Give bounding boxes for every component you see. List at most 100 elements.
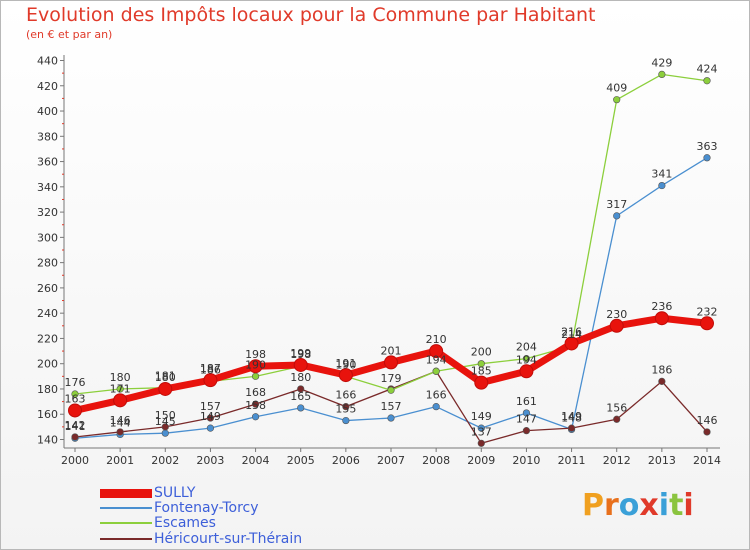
data-point-fontenay-torcy bbox=[522, 409, 531, 417]
data-point-hericourt-sur-therain bbox=[71, 433, 79, 441]
data-point-fontenay-torcy bbox=[387, 414, 395, 422]
data-point-escames bbox=[613, 96, 621, 104]
data-label-hericourt-sur-therain: 157 bbox=[200, 400, 221, 413]
x-tick-label: 2013 bbox=[648, 454, 676, 467]
data-point-fontenay-torcy bbox=[432, 403, 440, 411]
legend-label: Héricourt-sur-Thérain bbox=[154, 531, 303, 547]
data-label-sully: 201 bbox=[381, 344, 402, 357]
data-point-hericourt-sur-therain bbox=[658, 377, 666, 385]
y-tick-label: 400 bbox=[37, 105, 58, 118]
data-label-fontenay-torcy: 166 bbox=[426, 389, 447, 402]
x-tick-label: 2011 bbox=[558, 454, 586, 467]
data-point-escames bbox=[522, 355, 531, 363]
chart-title: Evolution des Impôts locaux pour la Comm… bbox=[26, 4, 596, 26]
data-point-sully bbox=[474, 375, 489, 390]
data-label-hericourt-sur-therain: 137 bbox=[471, 425, 492, 438]
data-label-fontenay-torcy: 145 bbox=[155, 415, 176, 428]
data-label-escames: 424 bbox=[697, 63, 718, 76]
data-label-escames: 409 bbox=[606, 82, 627, 95]
data-label-sully: 199 bbox=[290, 347, 311, 360]
legend-swatch bbox=[100, 507, 152, 509]
data-label-escames: 198 bbox=[290, 348, 311, 361]
data-label-fontenay-torcy: 148 bbox=[561, 411, 582, 424]
data-label-fontenay-torcy: 149 bbox=[200, 410, 221, 423]
data-point-hericourt-sur-therain bbox=[342, 403, 350, 411]
logo-letter: t bbox=[669, 488, 684, 523]
legend-item: SULLY bbox=[100, 485, 195, 501]
y-tick-label: 300 bbox=[37, 231, 58, 244]
data-label-hericourt-sur-therain: 149 bbox=[561, 410, 582, 423]
data-point-escames bbox=[703, 77, 711, 85]
y-tick-label: 380 bbox=[37, 130, 58, 143]
proxiti-logo: Proxiti bbox=[582, 488, 694, 523]
data-label-escames: 186 bbox=[200, 363, 221, 376]
x-tick-label: 2003 bbox=[196, 454, 224, 467]
data-point-sully bbox=[293, 357, 308, 372]
data-label-fontenay-torcy: 165 bbox=[290, 390, 311, 403]
data-label-fontenay-torcy: 363 bbox=[697, 140, 718, 153]
data-label-fontenay-torcy: 155 bbox=[335, 403, 356, 416]
data-point-hericourt-sur-therain bbox=[161, 423, 169, 431]
legend-label: Escames bbox=[154, 515, 216, 531]
data-point-fontenay-torcy bbox=[613, 212, 621, 220]
data-label-hericourt-sur-therain: 180 bbox=[290, 371, 311, 384]
data-label-sully: 171 bbox=[110, 382, 131, 395]
data-label-escames: 194 bbox=[426, 353, 447, 366]
data-label-fontenay-torcy: 149 bbox=[471, 410, 492, 423]
data-point-hericourt-sur-therain bbox=[703, 428, 711, 436]
data-point-fontenay-torcy bbox=[658, 181, 666, 190]
data-label-escames: 180 bbox=[110, 371, 131, 384]
chart-axes: 140 160 180 200 220 240 260 280 300 320 340 360 380 4… bbox=[37, 55, 721, 468]
y-tick-label: 360 bbox=[37, 156, 58, 169]
data-label-escames: 190 bbox=[335, 358, 356, 371]
x-tick-label: 2007 bbox=[377, 454, 405, 467]
data-label-fontenay-torcy: 141 bbox=[65, 420, 86, 433]
legend-label: Fontenay-Torcy bbox=[154, 500, 259, 516]
data-point-hericourt-sur-therain bbox=[297, 385, 305, 393]
data-label-escames: 190 bbox=[245, 358, 266, 371]
data-point-hericourt-sur-therain bbox=[567, 424, 576, 432]
y-tick-label: 280 bbox=[37, 257, 58, 270]
y-tick-label: 340 bbox=[37, 181, 58, 194]
data-point-sully bbox=[248, 359, 263, 374]
logo-letter: x bbox=[639, 488, 659, 523]
data-label-hericourt-sur-therain: 186 bbox=[651, 363, 672, 376]
data-point-hericourt-sur-therain bbox=[206, 414, 215, 422]
data-point-fontenay-torcy bbox=[297, 404, 305, 412]
data-label-sully: 185 bbox=[471, 365, 492, 378]
data-point-hericourt-sur-therain bbox=[477, 439, 485, 447]
data-label-fontenay-torcy: 144 bbox=[110, 416, 131, 429]
x-tick-label: 2014 bbox=[693, 454, 721, 467]
data-point-sully bbox=[564, 336, 579, 351]
data-point-sully bbox=[700, 316, 714, 331]
data-point-fontenay-torcy bbox=[342, 416, 350, 425]
data-label-sully: 216 bbox=[561, 325, 582, 338]
data-label-hericourt-sur-therain: 168 bbox=[245, 386, 266, 399]
data-label-escames: 200 bbox=[471, 346, 492, 359]
data-label-sully: 194 bbox=[516, 353, 537, 366]
data-label-sully: 210 bbox=[426, 333, 447, 346]
data-point-sully bbox=[113, 393, 128, 408]
data-label-hericourt-sur-therain: 156 bbox=[606, 401, 627, 414]
data-point-sully bbox=[203, 373, 218, 388]
data-label-sully: 232 bbox=[697, 305, 718, 318]
legend-item: Escames bbox=[100, 515, 216, 531]
logo-letter: r bbox=[604, 488, 619, 523]
data-label-sully: 230 bbox=[606, 308, 627, 321]
data-point-sully bbox=[519, 364, 534, 379]
data-point-escames bbox=[116, 385, 124, 393]
data-label-hericourt-sur-therain: 150 bbox=[155, 409, 176, 422]
data-point-escames bbox=[432, 367, 440, 375]
data-label-escames: 429 bbox=[651, 56, 672, 69]
data-label-hericourt-sur-therain: 142 bbox=[65, 419, 86, 432]
data-label-escames: 181 bbox=[155, 370, 176, 383]
data-label-fontenay-torcy: 157 bbox=[381, 400, 402, 413]
data-label-sully: 187 bbox=[200, 362, 221, 375]
data-point-escames bbox=[658, 70, 666, 78]
data-point-escames bbox=[387, 386, 395, 394]
legend-item: Fontenay-Torcy bbox=[100, 500, 259, 516]
data-label-fontenay-torcy: 161 bbox=[516, 395, 537, 408]
data-label-sully: 163 bbox=[65, 392, 86, 405]
data-point-fontenay-torcy bbox=[251, 413, 260, 421]
